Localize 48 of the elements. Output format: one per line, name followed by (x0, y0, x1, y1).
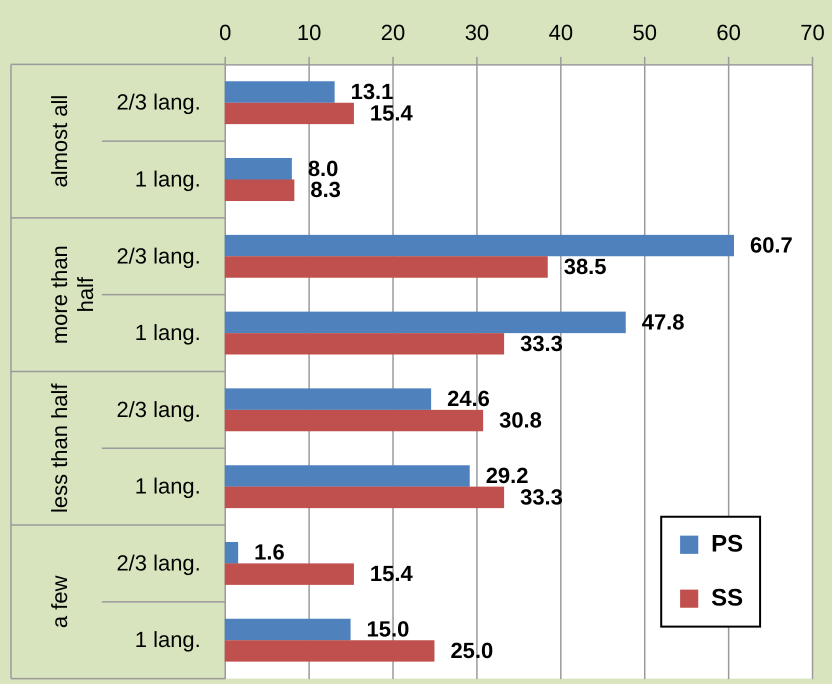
bar (224, 486, 504, 508)
y-tick-label: 2/3 lang. (116, 550, 201, 576)
x-tick-label: 10 (296, 20, 322, 45)
data-label: 30.8 (499, 408, 542, 433)
data-label: 15.4 (370, 561, 414, 586)
bar (224, 640, 434, 662)
bar (224, 618, 351, 640)
y-tick-label: 2/3 lang. (116, 243, 201, 268)
bar (224, 312, 626, 334)
data-label: 1.6 (254, 540, 285, 565)
bar (224, 410, 484, 432)
x-tick-label: 0 (219, 20, 232, 45)
bar (224, 256, 548, 278)
bar (224, 388, 432, 410)
text: almost all (46, 94, 72, 188)
legend-label: PS (711, 530, 744, 558)
bar (224, 234, 734, 256)
bar (224, 333, 504, 355)
data-label: 15.0 (366, 616, 410, 642)
bar (224, 158, 292, 180)
data-label: 47.8 (642, 309, 685, 334)
y-tick-label: 2/3 lang. (116, 396, 201, 422)
x-tick-label: 50 (632, 20, 657, 45)
x-tick-label: 40 (548, 20, 574, 45)
data-label: 24.6 (447, 386, 490, 412)
bar (224, 81, 335, 103)
bar (224, 542, 238, 564)
data-label: 60.7 (750, 232, 793, 258)
legend-label: SS (711, 584, 744, 612)
bar (224, 465, 470, 487)
text: a few (46, 575, 72, 628)
bar (224, 563, 354, 585)
y-tick-label: 1 lang. (134, 474, 201, 499)
data-label: 33.3 (520, 330, 563, 356)
text: more than half (46, 245, 98, 344)
data-label: 38.5 (564, 254, 606, 280)
x-tick-label: 60 (716, 20, 741, 45)
y-tick-label: 2/3 lang. (116, 90, 201, 115)
x-tick-label: 70 (800, 20, 825, 45)
bar (224, 180, 294, 201)
y-tick-label: 1 lang. (134, 627, 201, 652)
x-tick-label: 30 (464, 20, 490, 45)
x-tick-label: 20 (380, 20, 406, 45)
bar (224, 102, 354, 124)
text: less than half (46, 382, 72, 513)
data-label: 25.0 (450, 638, 494, 663)
y-tick-label: 1 lang. (134, 166, 201, 192)
y-tick-label: 1 lang. (134, 320, 201, 346)
